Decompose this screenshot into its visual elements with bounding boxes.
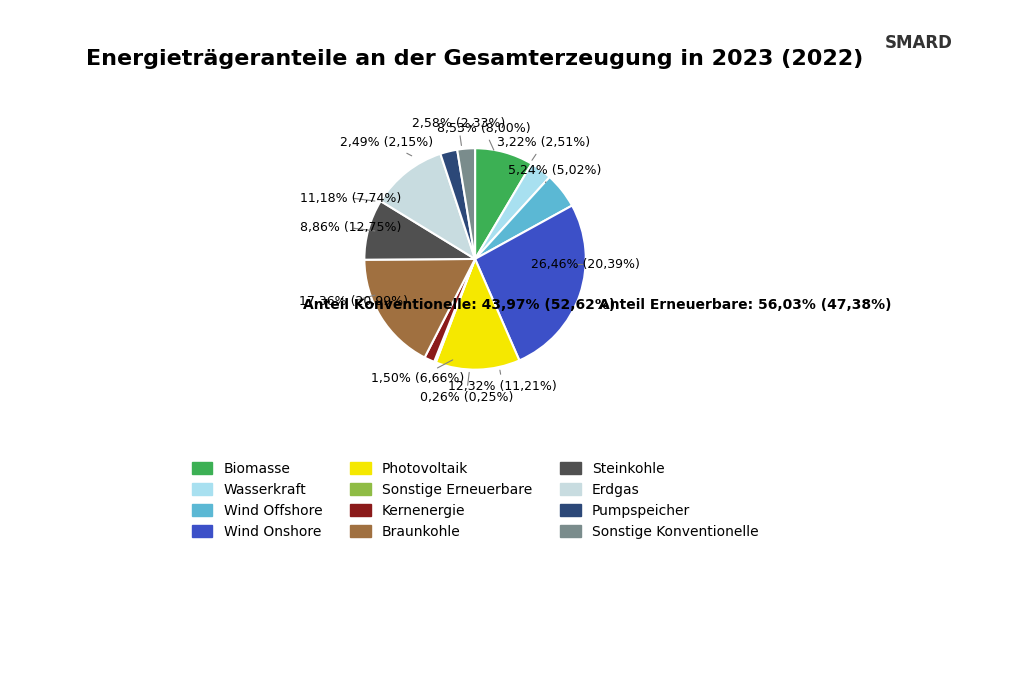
Legend: Biomasse, Wasserkraft, Wind Offshore, Wind Onshore, Photovoltaik, Sonstige Erneu: Biomasse, Wasserkraft, Wind Offshore, Wi… bbox=[186, 456, 764, 544]
Wedge shape bbox=[365, 259, 475, 357]
Text: 2,49% (2,15%): 2,49% (2,15%) bbox=[340, 136, 433, 155]
Text: 8,86% (12,75%): 8,86% (12,75%) bbox=[300, 222, 401, 235]
Wedge shape bbox=[434, 259, 475, 362]
Wedge shape bbox=[475, 205, 586, 360]
Text: 17,36% (20,99%): 17,36% (20,99%) bbox=[299, 295, 408, 308]
Title: Energieträgeranteile an der Gesamterzeugung in 2023 (2022): Energieträgeranteile an der Gesamterzeug… bbox=[86, 49, 863, 69]
Text: 3,22% (2,51%): 3,22% (2,51%) bbox=[497, 136, 590, 160]
Text: 1,50% (6,66%): 1,50% (6,66%) bbox=[371, 360, 464, 385]
Text: 11,18% (7,74%): 11,18% (7,74%) bbox=[300, 192, 401, 205]
Text: 5,24% (5,02%): 5,24% (5,02%) bbox=[508, 164, 601, 183]
Wedge shape bbox=[436, 259, 519, 370]
Text: SMARD: SMARD bbox=[885, 34, 952, 52]
Text: 2,58% (2,33%): 2,58% (2,33%) bbox=[412, 117, 505, 145]
Text: 12,32% (11,21%): 12,32% (11,21%) bbox=[449, 370, 557, 393]
Wedge shape bbox=[365, 201, 475, 260]
Wedge shape bbox=[457, 148, 475, 259]
Text: 26,46% (20,39%): 26,46% (20,39%) bbox=[531, 258, 640, 271]
Wedge shape bbox=[440, 149, 475, 259]
Wedge shape bbox=[381, 154, 475, 259]
Text: Anteil Konventionelle: 43,97% (52,62%): Anteil Konventionelle: 43,97% (52,62%) bbox=[303, 299, 615, 312]
Text: 0,26% (0,25%): 0,26% (0,25%) bbox=[420, 372, 513, 404]
Wedge shape bbox=[475, 148, 531, 259]
Wedge shape bbox=[475, 164, 550, 259]
Text: Anteil Erneuerbare: 56,03% (47,38%): Anteil Erneuerbare: 56,03% (47,38%) bbox=[599, 299, 892, 312]
Text: 8,53% (8,00%): 8,53% (8,00%) bbox=[437, 122, 530, 150]
Wedge shape bbox=[425, 259, 475, 362]
Wedge shape bbox=[475, 177, 572, 259]
